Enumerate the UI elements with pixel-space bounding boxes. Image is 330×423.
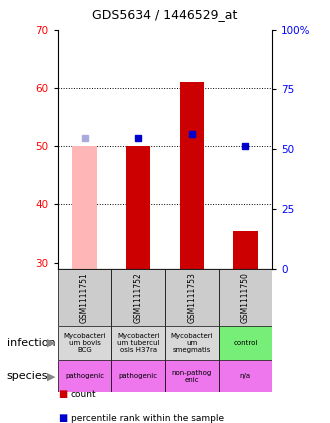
Text: ■: ■ <box>58 413 67 423</box>
Bar <box>165 360 218 392</box>
Bar <box>218 360 272 392</box>
Text: GDS5634 / 1446529_at: GDS5634 / 1446529_at <box>92 8 238 21</box>
Text: GSM1111753: GSM1111753 <box>187 272 196 323</box>
Bar <box>218 326 272 360</box>
Bar <box>58 326 112 360</box>
Text: ▶: ▶ <box>47 371 55 381</box>
Text: n/a: n/a <box>240 373 251 379</box>
Bar <box>165 269 218 326</box>
Bar <box>112 360 165 392</box>
Bar <box>73 146 97 269</box>
Text: Mycobacteri
um bovis
BCG: Mycobacteri um bovis BCG <box>63 333 106 353</box>
Bar <box>233 231 257 269</box>
Bar <box>112 269 165 326</box>
Text: Mycobacteri
um tubercul
osis H37ra: Mycobacteri um tubercul osis H37ra <box>117 333 159 353</box>
Text: pathogenic: pathogenic <box>118 373 158 379</box>
Text: percentile rank within the sample: percentile rank within the sample <box>71 414 224 423</box>
Text: pathogenic: pathogenic <box>65 373 104 379</box>
Bar <box>218 269 272 326</box>
Text: GSM1111752: GSM1111752 <box>134 272 143 322</box>
Text: ▶: ▶ <box>47 338 55 348</box>
Bar <box>180 82 204 269</box>
Text: non-pathog
enic: non-pathog enic <box>172 370 212 383</box>
Text: species: species <box>7 371 48 381</box>
Text: control: control <box>233 340 258 346</box>
Text: Mycobacteri
um
smegmatis: Mycobacteri um smegmatis <box>171 333 213 353</box>
Bar <box>58 269 112 326</box>
Text: GSM1111750: GSM1111750 <box>241 272 250 323</box>
Text: GSM1111751: GSM1111751 <box>80 272 89 322</box>
Bar <box>112 326 165 360</box>
Bar <box>58 360 112 392</box>
Text: ■: ■ <box>58 389 67 399</box>
Text: infection: infection <box>7 338 55 348</box>
Bar <box>165 326 218 360</box>
Text: count: count <box>71 390 97 399</box>
Bar <box>126 146 150 269</box>
